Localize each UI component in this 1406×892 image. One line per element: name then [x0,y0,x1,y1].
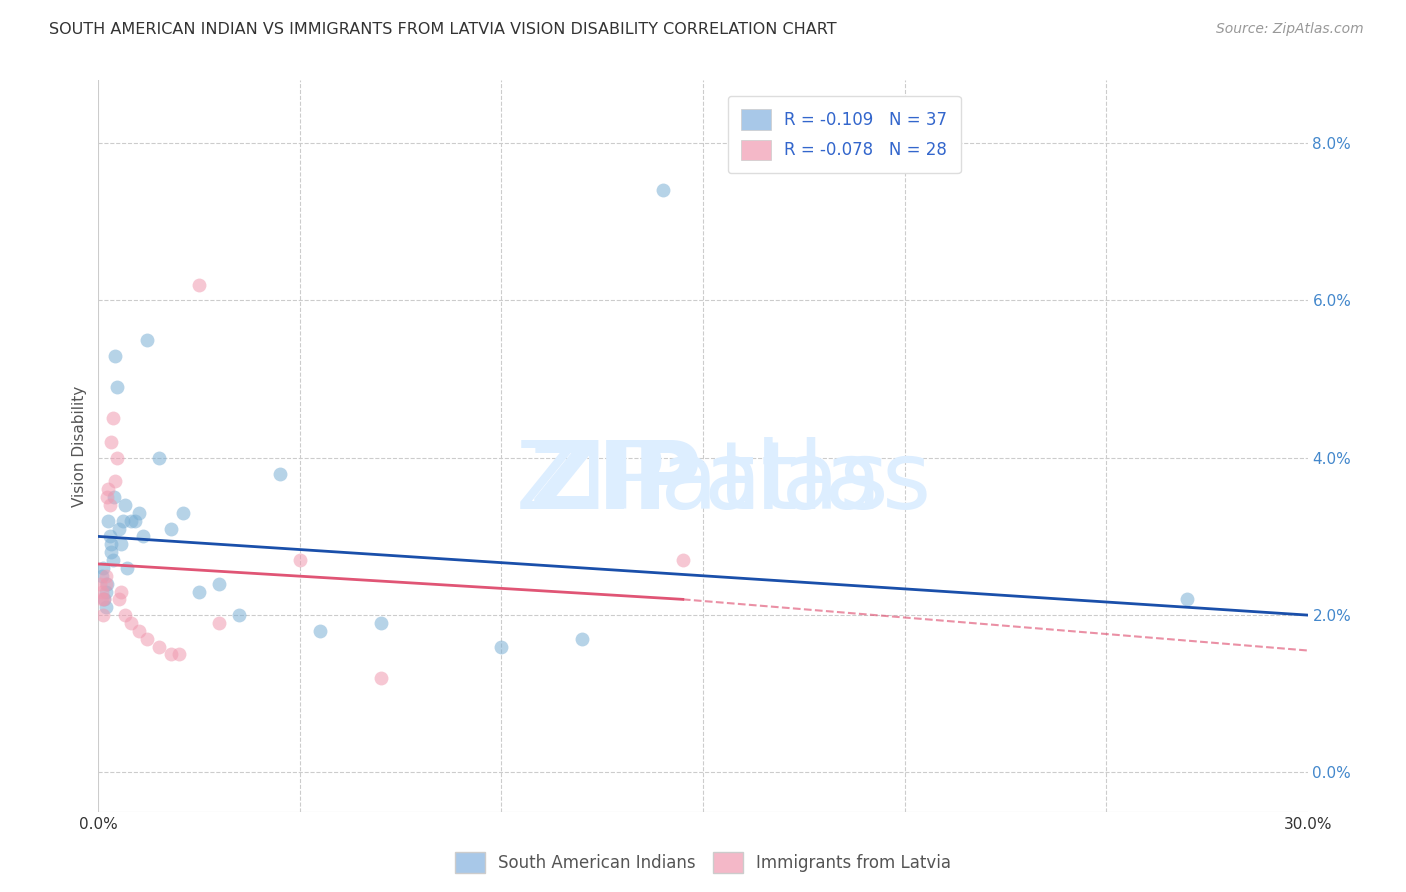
Point [105,450,128,465]
Point [111,514,134,528]
Point [148,640,170,654]
Point [98,529,121,543]
Point [96,576,118,591]
Legend: South American Indians, Immigrants from Latvia: South American Indians, Immigrants from … [449,846,957,880]
Point [107,522,129,536]
Point [91,592,114,607]
Point [288,553,311,567]
Point [89,576,111,591]
Point [114,608,136,623]
Point [120,615,142,630]
Point [101,553,124,567]
Text: ZIP: ZIP [530,436,703,529]
Point [309,624,332,638]
Point [107,592,129,607]
Point [160,648,183,662]
Point [110,584,132,599]
Point [370,671,392,685]
Point [208,576,231,591]
Point [135,632,157,646]
Point [167,648,190,662]
Point [93,592,115,607]
Point [93,592,115,607]
Text: atlas: atlas [703,436,931,529]
Point [1175,592,1198,607]
Point [132,529,155,543]
Point [228,608,250,623]
Point [188,277,211,292]
Point [115,561,138,575]
Point [128,506,150,520]
Point [100,435,122,450]
Point [172,506,194,520]
Point [98,498,121,512]
Point [148,450,170,465]
Text: SOUTH AMERICAN INDIAN VS IMMIGRANTS FROM LATVIA VISION DISABILITY CORRELATION CH: SOUTH AMERICAN INDIAN VS IMMIGRANTS FROM… [49,22,837,37]
Text: Source: ZipAtlas.com: Source: ZipAtlas.com [1216,22,1364,37]
Point [94,584,117,599]
Point [105,380,128,394]
Point [97,482,120,496]
Point [103,490,125,504]
Point [188,584,211,599]
Point [651,183,673,197]
Point [91,608,114,623]
Point [103,475,125,489]
Point [91,561,114,575]
Point [100,537,122,551]
Point [370,615,392,630]
Point [128,624,150,638]
Point [96,576,118,591]
Legend: R = -0.109   N = 37, R = -0.078   N = 28: R = -0.109 N = 37, R = -0.078 N = 28 [728,96,960,173]
Point [491,640,513,654]
Point [101,411,124,425]
Point [120,514,142,528]
Point [110,537,132,551]
Point [90,568,112,582]
Point [124,514,146,528]
Point [672,553,695,567]
Point [160,522,183,536]
Point [90,584,112,599]
Y-axis label: Vision Disability: Vision Disability [72,385,87,507]
Point [114,498,136,512]
Point [94,568,117,582]
Point [96,490,118,504]
Point [135,333,157,347]
Point [103,349,125,363]
Point [97,514,120,528]
Point [100,545,122,559]
Text: ZIPatlas: ZIPatlas [516,436,890,529]
Point [571,632,593,646]
Point [269,467,291,481]
Point [96,600,118,615]
Point [208,615,231,630]
